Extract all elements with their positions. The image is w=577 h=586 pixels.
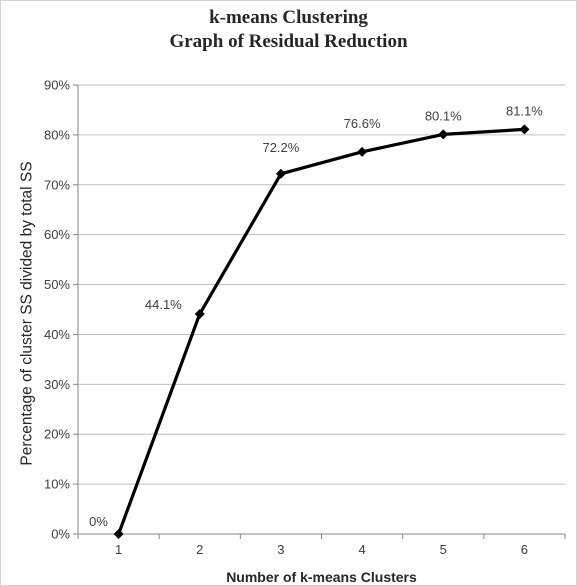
data-point xyxy=(357,146,368,157)
data-point xyxy=(438,129,449,140)
data-point xyxy=(194,308,205,319)
data-labels: 0% 44.1% 72.2% 76.6% 80.1% 81.1% xyxy=(89,103,543,529)
y-axis-title: Percentage of cluster SS divided by tota… xyxy=(18,161,35,465)
data-point xyxy=(113,529,124,539)
data-label: 81.1% xyxy=(506,103,543,118)
x-tick-label: 1 xyxy=(115,542,122,557)
x-tick-label: 2 xyxy=(196,542,203,557)
data-point xyxy=(275,168,286,179)
y-tick-label: 50% xyxy=(44,277,70,292)
data-label: 80.1% xyxy=(425,108,462,123)
y-tick-label: 80% xyxy=(44,127,70,142)
series-line xyxy=(117,127,525,535)
y-tick-label: 90% xyxy=(44,78,70,93)
y-tick-label: 0% xyxy=(51,527,70,542)
data-label: 0% xyxy=(89,514,108,529)
x-tick-label: 5 xyxy=(440,542,447,557)
data-label: 44.1% xyxy=(145,297,182,312)
y-tick-label: 20% xyxy=(44,427,70,442)
y-tick-label: 30% xyxy=(44,377,70,392)
gridlines xyxy=(78,84,565,485)
x-tick-label: 6 xyxy=(521,542,528,557)
y-axis-ticks: 0% 10% 20% 30% 40% 50% 60% 70% 80% 90% xyxy=(44,78,78,542)
data-label: 72.2% xyxy=(262,140,299,155)
y-tick-label: 60% xyxy=(44,227,70,242)
series-polyline xyxy=(117,127,525,535)
data-label: 76.6% xyxy=(344,116,381,131)
y-tick-label: 70% xyxy=(44,177,70,192)
x-axis-title: Number of k-means Clusters xyxy=(226,569,417,585)
y-tick-label: 40% xyxy=(44,327,70,342)
x-tick-label: 4 xyxy=(358,542,365,557)
data-point xyxy=(519,124,530,135)
chart-title-line-1: k-means Clustering xyxy=(209,7,368,28)
x-axis-ticks: 1 2 3 4 5 6 xyxy=(77,534,566,557)
chart-title: k-means Clustering Graph of Residual Red… xyxy=(0,6,577,54)
y-tick-label: 10% xyxy=(44,477,70,492)
x-tick-label: 3 xyxy=(277,542,284,557)
chart-title-line-2: Graph of Residual Reduction xyxy=(169,31,408,52)
data-points xyxy=(113,124,530,539)
